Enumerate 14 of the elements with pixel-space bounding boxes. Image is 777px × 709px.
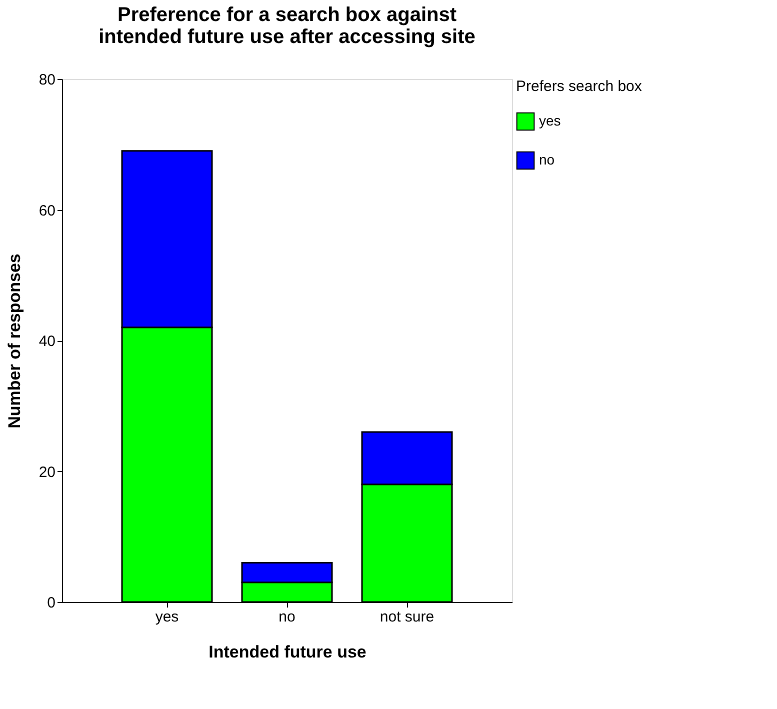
- x-axis-title: Intended future use: [208, 642, 366, 662]
- legend-label: yes: [539, 112, 561, 128]
- y-tick-label: 80: [38, 72, 56, 88]
- chart-title: Preference for a search box against intended future use after accessing site: [98, 4, 476, 48]
- y-axis-title: Number of responses: [4, 254, 24, 428]
- legend-title: Prefers search box: [516, 78, 642, 95]
- x-tick-label: not sure: [380, 608, 434, 626]
- x-tick-label: no: [278, 608, 296, 626]
- y-tick-label: 60: [38, 202, 56, 220]
- y-tick-label: 0: [47, 594, 56, 612]
- y-tick-label: 40: [38, 333, 56, 350]
- legend-label: no: [539, 152, 555, 168]
- y-tick-label: 20: [38, 464, 56, 481]
- x-tick-label: yes: [155, 608, 179, 626]
